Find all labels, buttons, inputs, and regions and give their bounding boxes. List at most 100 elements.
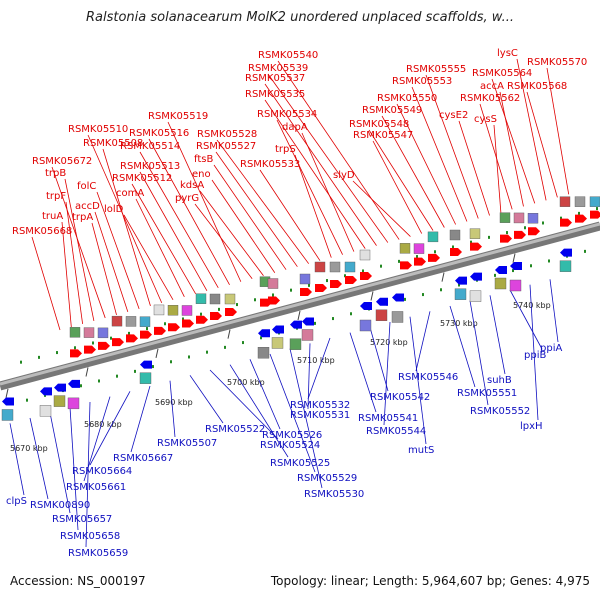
forward-gene-label: RSMK05548 xyxy=(349,119,409,130)
forward-gene-label: lysC xyxy=(497,48,518,59)
forward-leader-line xyxy=(372,140,423,234)
reverse-gene-label: RSMK05551 xyxy=(457,388,517,399)
forward-gene-arrow xyxy=(315,284,327,292)
forward-leader-line xyxy=(64,178,95,322)
forward-leader-line xyxy=(102,148,151,306)
kbp-tick-label: 5690 kbp xyxy=(155,398,193,407)
kbp-tick-label: 5730 kbp xyxy=(440,319,478,328)
lower-track-dot xyxy=(584,249,586,253)
forward-gene-label: RSMK05528 xyxy=(197,129,257,140)
forward-gene-box xyxy=(83,327,95,338)
forward-gene-arrow xyxy=(154,326,166,335)
reverse-leader-line xyxy=(269,353,316,473)
forward-gene-box xyxy=(344,261,356,273)
forward-gene-box xyxy=(559,196,571,207)
reverse-gene-box xyxy=(53,395,66,407)
forward-leader-line xyxy=(411,86,468,222)
upper-track-dot xyxy=(362,269,364,273)
reverse-leader-line xyxy=(189,375,224,424)
forward-gene-arrow xyxy=(98,341,110,350)
kbp-tick-label: 5740 kbp xyxy=(513,301,551,310)
forward-gene-box xyxy=(427,231,439,243)
forward-gene-label: trpA xyxy=(72,212,93,223)
forward-leader-line xyxy=(131,183,196,295)
reverse-gene-label: suhB xyxy=(487,375,512,386)
upper-track-dot xyxy=(380,264,382,268)
reverse-leader-line xyxy=(229,364,289,458)
forward-gene-box xyxy=(139,316,151,327)
forward-leader-line xyxy=(167,121,242,282)
genome-summary-text: Topology: linear; Length: 5,964,607 bp; … xyxy=(270,574,590,588)
forward-gene-box xyxy=(167,305,179,316)
reverse-gene-arrow xyxy=(2,397,14,406)
reverse-gene-arrow xyxy=(360,302,372,310)
reverse-leader-line xyxy=(249,359,281,430)
reverse-gene-label: ppiB xyxy=(524,350,546,361)
forward-gene-arrow xyxy=(470,242,482,251)
forward-leader-line xyxy=(213,164,287,270)
upper-track-dot xyxy=(128,331,130,335)
reverse-leader-line xyxy=(289,348,323,489)
forward-gene-box xyxy=(299,273,311,285)
forward-gene-label: RSMK05672 xyxy=(32,156,92,167)
reverse-gene-label: ppiA xyxy=(540,343,562,354)
lower-track-dot xyxy=(206,350,208,354)
forward-leader-line xyxy=(194,203,253,279)
reverse-gene-arrow xyxy=(272,325,284,334)
kbp-tick xyxy=(370,291,374,301)
forward-gene-arrow xyxy=(400,261,412,270)
forward-leader-line xyxy=(216,139,310,264)
lower-track-dot xyxy=(440,288,442,292)
reverse-leader-line xyxy=(349,332,377,413)
reverse-leader-line xyxy=(29,417,49,500)
reverse-gene-box xyxy=(359,319,372,332)
forward-leader-line xyxy=(61,221,72,328)
forward-gene-label: RSMK05508 xyxy=(83,138,143,149)
forward-gene-label: truA xyxy=(42,211,63,222)
reverse-gene-arrow xyxy=(290,320,302,329)
forward-gene-box xyxy=(181,305,193,316)
kbp-tick xyxy=(227,329,231,339)
reverse-gene-box xyxy=(1,409,14,421)
forward-leader-line xyxy=(31,236,61,331)
forward-gene-label: RSMK05514 xyxy=(120,141,180,152)
reverse-leader-line xyxy=(469,300,489,406)
reverse-gene-arrow xyxy=(40,387,52,396)
lower-track-dot xyxy=(224,345,226,349)
reverse-gene-arrow xyxy=(140,360,152,369)
reverse-gene-box xyxy=(391,311,404,323)
reverse-gene-box xyxy=(289,338,302,350)
forward-gene-label: cysE2 xyxy=(439,110,468,121)
forward-leader-line xyxy=(381,115,445,228)
forward-gene-label: RSMK05512 xyxy=(112,173,172,184)
forward-leader-line xyxy=(94,211,129,313)
lower-track-dot xyxy=(404,297,406,301)
forward-leader-line xyxy=(51,166,106,319)
upper-track-dot xyxy=(74,346,76,350)
reverse-gene-label: RSMK05530 xyxy=(304,489,364,500)
forward-gene-arrow xyxy=(500,234,512,243)
forward-leader-line xyxy=(458,120,490,216)
reverse-leader-line xyxy=(409,316,427,445)
reverse-gene-arrow xyxy=(54,383,66,392)
reverse-gene-box xyxy=(454,288,467,300)
forward-gene-label: trpF xyxy=(46,191,66,202)
kbp-tick xyxy=(155,348,159,358)
forward-gene-label: accD xyxy=(75,201,100,212)
kbp-tick xyxy=(441,272,445,282)
forward-gene-arrow xyxy=(575,214,587,223)
reverse-gene-box xyxy=(509,279,522,292)
reverse-gene-arrow xyxy=(495,266,507,274)
kbp-tick xyxy=(512,253,516,263)
reverse-gene-arrow xyxy=(258,329,270,338)
forward-gene-arrow xyxy=(345,276,357,284)
reverse-gene-label: RSMK05657 xyxy=(52,514,112,525)
upper-track-dot xyxy=(344,274,346,278)
reverse-gene-box xyxy=(257,347,270,359)
forward-leader-line xyxy=(87,134,163,304)
forward-leader-line xyxy=(277,60,400,240)
forward-gene-label: RSMK05555 xyxy=(406,64,466,75)
forward-gene-arrow xyxy=(225,308,237,316)
reverse-gene-label: RSMK05507 xyxy=(157,438,217,449)
